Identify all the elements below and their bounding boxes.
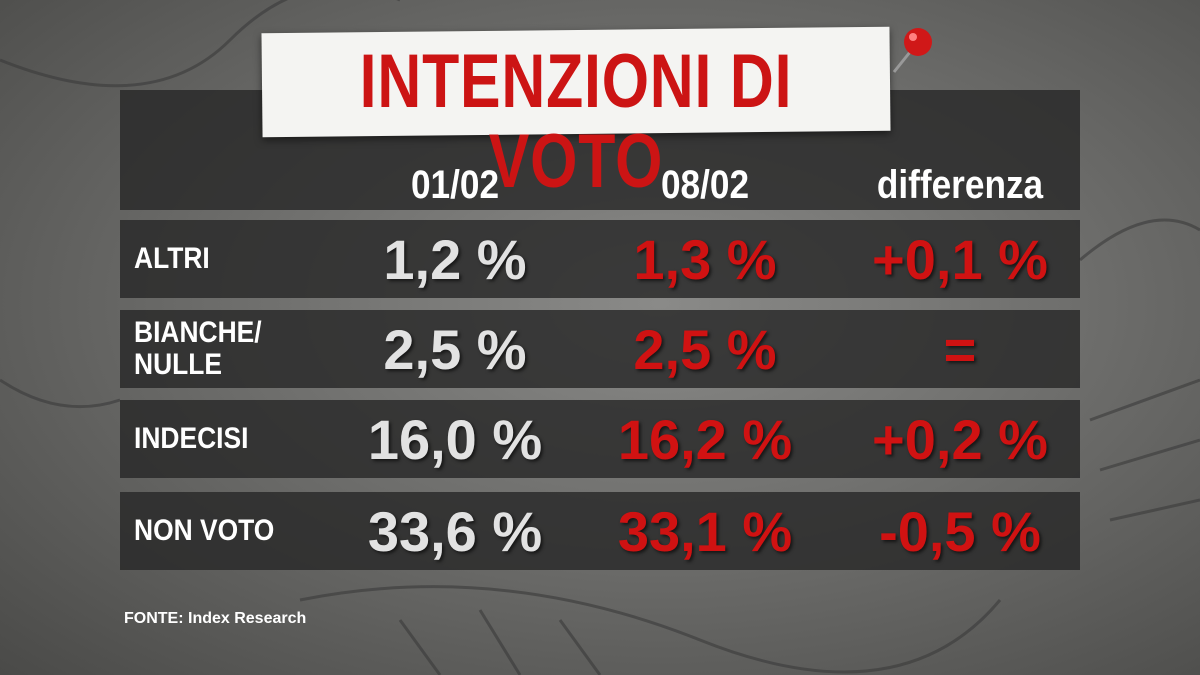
title: INTENZIONI DI VOTO	[359, 39, 793, 204]
cell-value: 1,2 %	[383, 228, 527, 291]
cell-value: 16,2 %	[617, 408, 793, 471]
source: FONTE: Index Research	[124, 610, 307, 627]
cell-value: 2,5 %	[633, 318, 777, 381]
row-label: ALTRI	[134, 242, 210, 275]
row-label: NON VOTO	[134, 514, 275, 547]
column-header: differenza	[876, 163, 1044, 207]
row-panel	[120, 492, 1080, 570]
cell-value: 33,1 %	[617, 500, 793, 563]
cell-value: =	[943, 318, 977, 381]
column-header: 01/02	[410, 163, 500, 207]
row-label: BIANCHE/ NULLE	[134, 316, 262, 381]
row-panel	[120, 400, 1080, 478]
row-panel	[120, 310, 1080, 388]
row-label: INDECISI	[134, 422, 249, 455]
cell-value: +0,1 %	[872, 228, 1048, 291]
pushpin	[892, 28, 932, 73]
column-header: 08/02	[660, 163, 750, 207]
cell-value: 1,3 %	[633, 228, 777, 291]
cell-value: -0,5 %	[879, 500, 1041, 563]
cell-value: 33,6 %	[367, 500, 543, 563]
cell-value: +0,2 %	[872, 408, 1048, 471]
cell-value: 16,0 %	[367, 408, 543, 471]
cell-value: 2,5 %	[383, 318, 527, 381]
row-panel	[120, 220, 1080, 298]
